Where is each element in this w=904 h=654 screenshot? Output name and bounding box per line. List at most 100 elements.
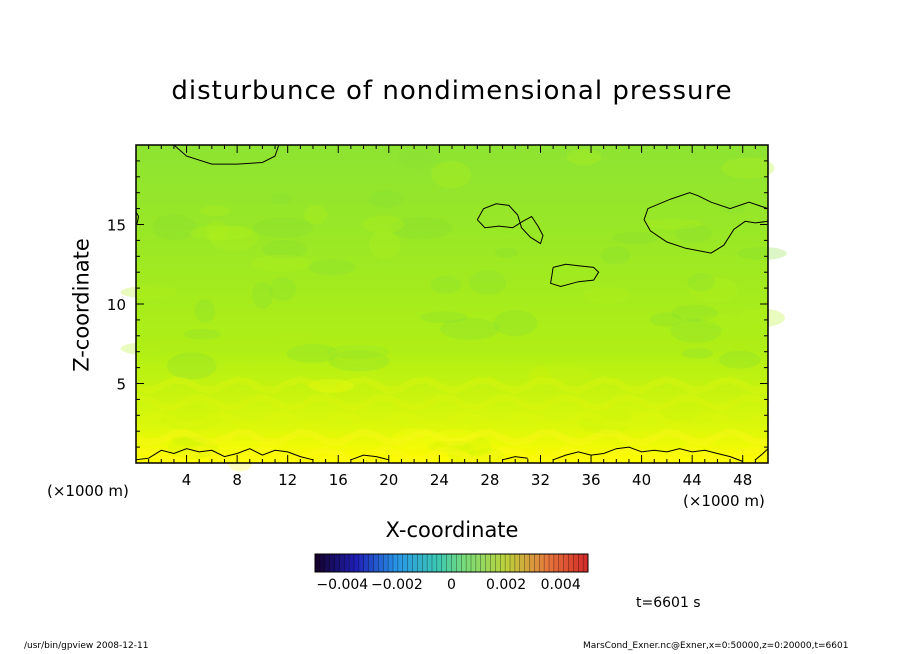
colorbar-cell: [373, 554, 379, 572]
colorbar-cell: [573, 554, 579, 572]
field-patch: [427, 440, 469, 453]
colorbar-cell: [485, 554, 491, 572]
contour-line: [552, 446, 743, 462]
field-patch: [494, 247, 519, 258]
field-patch: [167, 352, 217, 380]
field-patch: [670, 318, 722, 343]
contour-line: [502, 456, 528, 461]
x-tick-label: 8: [232, 471, 242, 489]
field-patch: [582, 286, 630, 304]
field-patch: [690, 277, 739, 303]
field-patch: [397, 149, 436, 170]
pressure-field: [120, 145, 787, 472]
field-patch: [528, 364, 593, 383]
y-tick-label: 5: [116, 376, 126, 394]
field-band: [135, 445, 770, 465]
field-patch: [168, 437, 218, 459]
colorbar-cell: [563, 554, 569, 572]
field-patch: [687, 272, 715, 292]
field-patch: [431, 161, 472, 189]
field-patch: [270, 193, 293, 205]
colorbar-cell: [436, 554, 443, 572]
colorbar-cell: [490, 554, 496, 572]
colorbar-cell: [388, 554, 394, 572]
time-label: t=6601 s: [636, 595, 701, 611]
field-patch: [420, 311, 468, 324]
colorbar-cell: [383, 554, 389, 572]
contour-line: [173, 145, 280, 165]
colorbar-cell: [495, 554, 501, 572]
colorbar-cell: [358, 554, 365, 572]
colorbar-cell: [471, 554, 477, 572]
field-patch: [308, 378, 354, 393]
field-patch: [253, 217, 314, 239]
x-tick-label: 48: [733, 471, 752, 489]
colorbar-tick-label: 0.002: [486, 577, 527, 593]
field-patch: [194, 299, 216, 323]
x-tick-label: 20: [379, 471, 398, 489]
x-tick-label: 36: [581, 471, 600, 489]
field-patch: [199, 205, 231, 216]
colorbar-cell: [397, 554, 404, 572]
x-tick-label: 24: [430, 471, 449, 489]
field-patch: [721, 157, 775, 180]
field-patch: [277, 329, 312, 341]
x-axis-unit: (×1000 m): [683, 492, 765, 510]
colorbar: [314, 553, 589, 573]
colorbar-cell: [456, 554, 462, 572]
colorbar-cell: [549, 554, 555, 572]
x-tick-label: 40: [632, 471, 651, 489]
colorbar-cell: [324, 554, 330, 572]
field-patch: [737, 246, 787, 261]
colorbar-frame: [314, 553, 589, 573]
colorbar-cell: [427, 554, 433, 572]
contour-line: [136, 448, 314, 461]
colorbar-tick-label: −0.004: [316, 577, 369, 593]
field-patch: [682, 347, 713, 359]
field-patch: [368, 190, 404, 208]
colorbar-cell: [422, 554, 428, 572]
colorbar-cell: [529, 554, 535, 572]
colorbar-cell: [368, 554, 374, 572]
colorbar-cell: [583, 554, 589, 572]
colorbar-cell: [466, 554, 472, 572]
field-patch: [216, 440, 279, 454]
pressure-field-background: [136, 145, 768, 463]
colorbar-cell: [334, 554, 340, 572]
field-patch: [675, 224, 712, 243]
field-patch: [120, 285, 178, 299]
field-patch: [612, 231, 659, 245]
colorbar-cell: [544, 554, 550, 572]
x-tick-label: 32: [531, 471, 550, 489]
colorbar-tick-label: −0.002: [370, 577, 423, 593]
colorbar-cell: [451, 554, 457, 572]
field-patch: [307, 258, 356, 276]
colorbar-cell: [568, 554, 574, 572]
field-patch: [189, 225, 252, 241]
field-band: [135, 375, 769, 395]
field-patch: [327, 344, 389, 359]
colorbar-tick-label: 0: [447, 577, 456, 593]
x-tick-label: 12: [278, 471, 297, 489]
field-patch: [362, 215, 405, 234]
colorbar-cell: [524, 554, 530, 572]
field-patch: [469, 270, 507, 296]
field-patch: [650, 312, 682, 327]
field-patch: [660, 395, 718, 424]
plot-frame: [135, 144, 769, 464]
colorbar-cell: [378, 554, 384, 572]
field-patch: [440, 317, 500, 340]
x-axis-label: X-coordinate: [385, 518, 519, 542]
field-patch: [739, 308, 785, 328]
colorbar-cell: [432, 554, 438, 572]
colorbar-cell: [417, 554, 423, 572]
colorbar-cell: [480, 554, 486, 572]
colorbar-cell: [441, 554, 447, 572]
field-patch: [392, 428, 437, 450]
footer-left: /usr/bin/gpview 2008-12-11: [24, 641, 149, 651]
field-band: [134, 428, 768, 447]
field-band: [134, 410, 770, 430]
colorbar-cell: [393, 554, 399, 572]
field-patch: [252, 281, 273, 309]
